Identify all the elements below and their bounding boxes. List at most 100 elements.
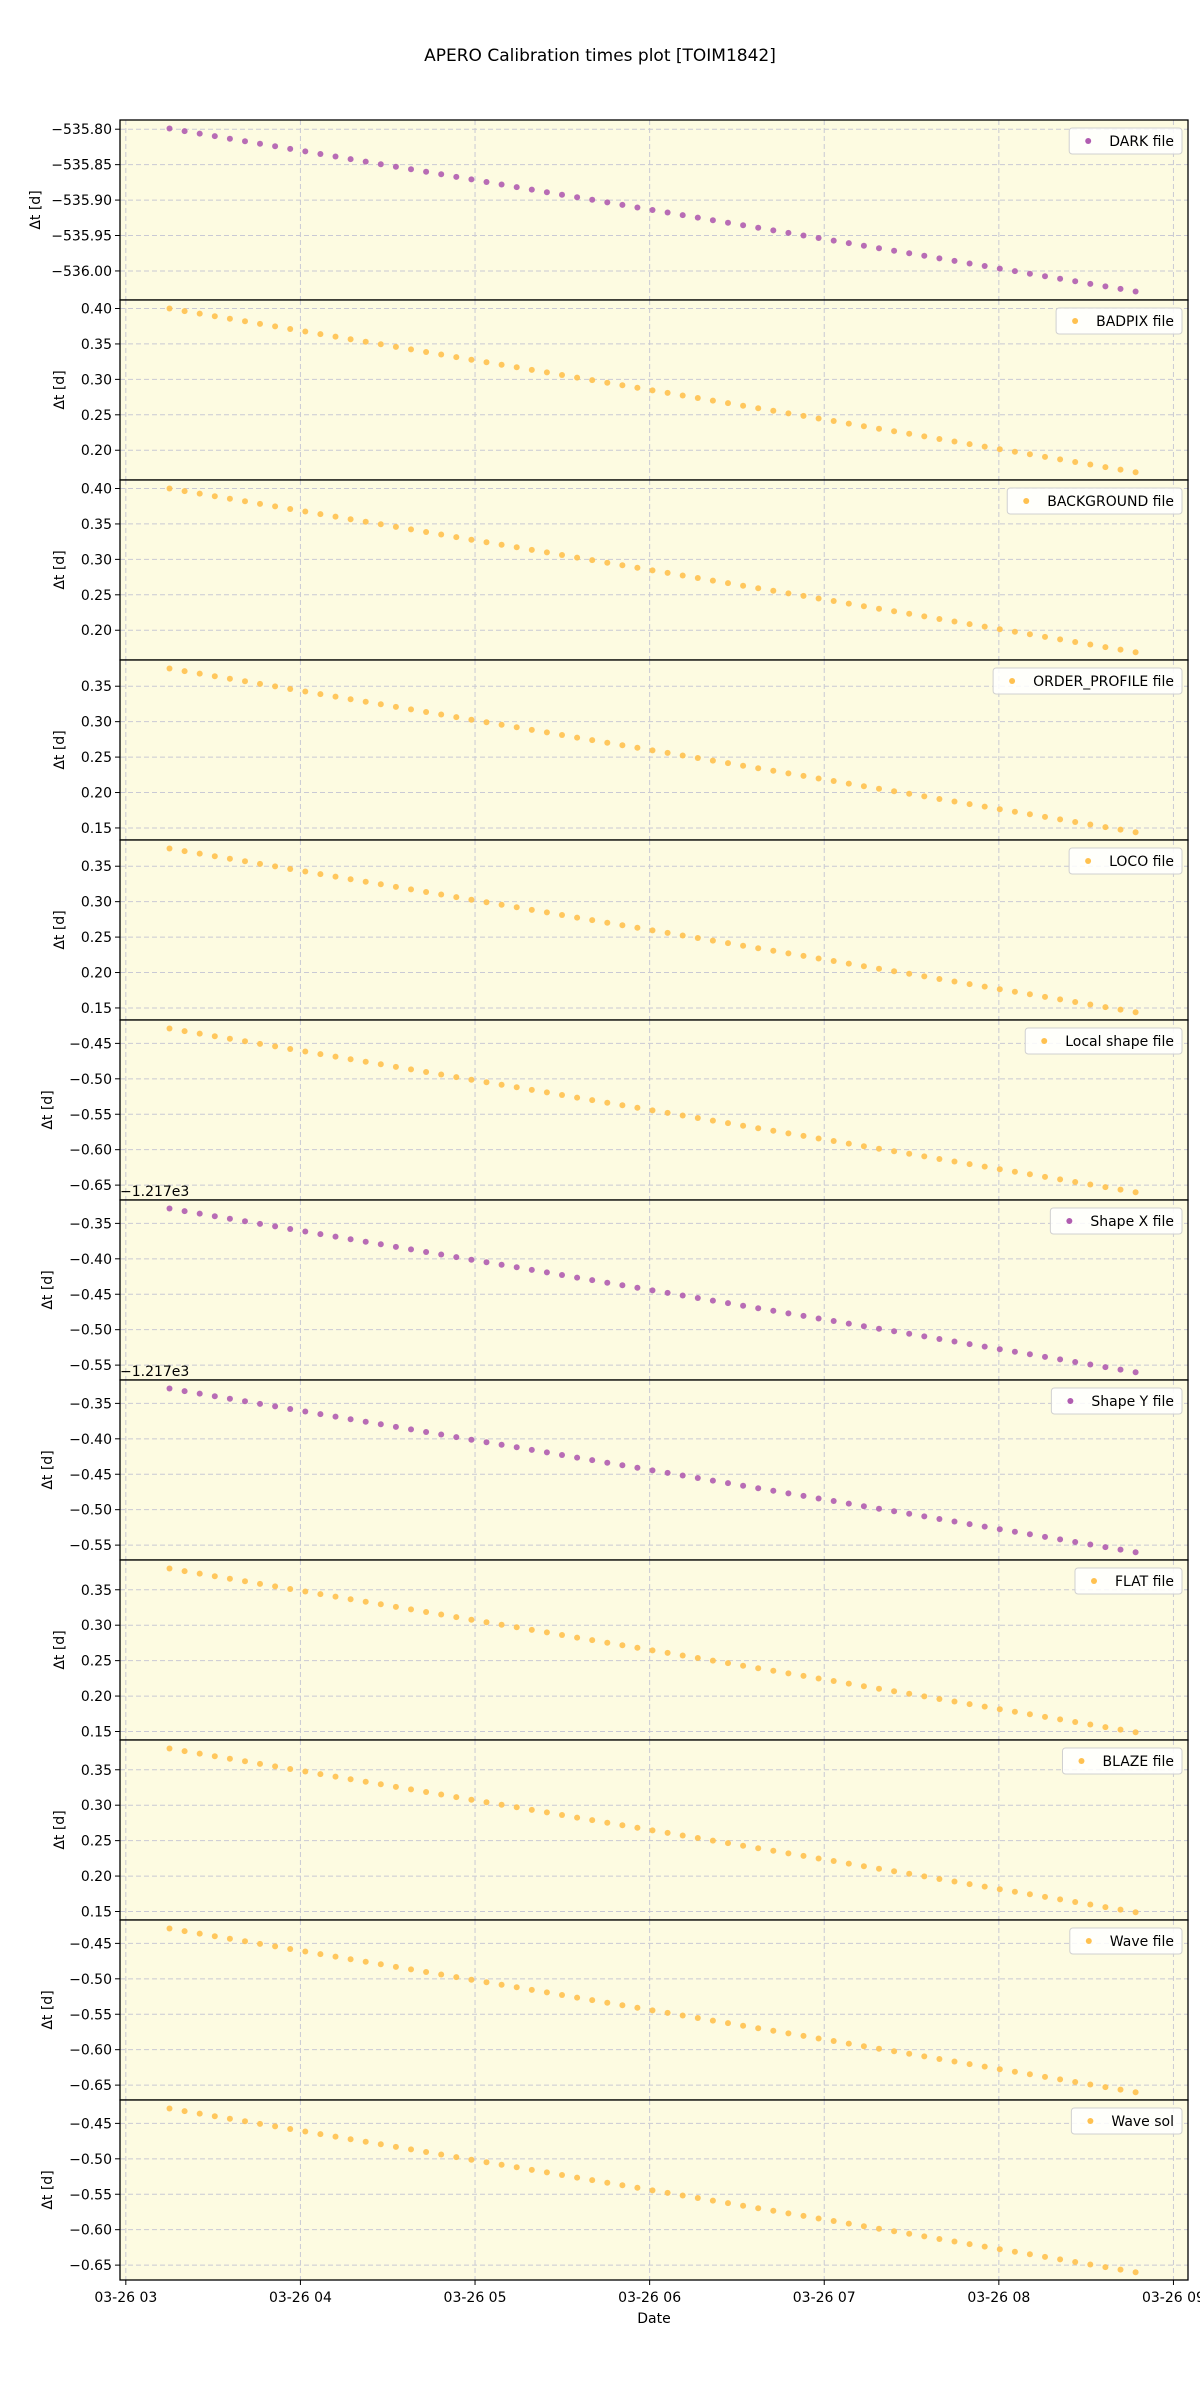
data-point bbox=[1132, 1549, 1139, 1556]
data-point bbox=[362, 1418, 369, 1425]
data-point bbox=[1042, 813, 1048, 820]
data-point bbox=[921, 1513, 928, 1520]
data-point bbox=[589, 1817, 596, 1824]
legend-box bbox=[1024, 1027, 1183, 1055]
data-point bbox=[860, 1863, 867, 1870]
data-point bbox=[1057, 1356, 1064, 1363]
data-point bbox=[196, 130, 203, 137]
y-tick-label: 0.20 bbox=[81, 966, 112, 982]
data-point bbox=[317, 1591, 324, 1598]
data-point bbox=[664, 1649, 671, 1656]
y-tick-label: −0.50 bbox=[69, 1972, 112, 1988]
data-point bbox=[830, 418, 837, 424]
data-point bbox=[815, 595, 822, 602]
data-point bbox=[981, 803, 988, 810]
data-point bbox=[574, 914, 581, 921]
data-point bbox=[891, 428, 898, 435]
data-point bbox=[1087, 461, 1094, 468]
data-point bbox=[211, 1033, 218, 1040]
data-point bbox=[770, 1667, 777, 1674]
data-point bbox=[891, 247, 898, 254]
data-point bbox=[1132, 1729, 1139, 1736]
data-point bbox=[619, 382, 626, 389]
data-point bbox=[392, 1243, 399, 1250]
data-point bbox=[694, 575, 701, 581]
data-point bbox=[272, 323, 279, 330]
data-point bbox=[1026, 991, 1033, 998]
data-point bbox=[196, 850, 203, 857]
data-point bbox=[649, 567, 656, 574]
data-point bbox=[649, 747, 656, 754]
data-point bbox=[694, 935, 701, 941]
data-point bbox=[483, 1079, 490, 1086]
data-point bbox=[1102, 2084, 1109, 2091]
data-point bbox=[860, 1323, 867, 1330]
data-point bbox=[257, 860, 263, 867]
data-point bbox=[287, 1946, 294, 1952]
data-point bbox=[996, 1166, 1003, 1173]
data-point bbox=[483, 719, 490, 726]
legend: FLAT file bbox=[1074, 1567, 1183, 1595]
data-point bbox=[347, 156, 354, 163]
data-point bbox=[1011, 988, 1018, 995]
data-point bbox=[815, 2215, 822, 2222]
data-point bbox=[845, 780, 852, 787]
data-point bbox=[166, 845, 173, 852]
data-point bbox=[740, 402, 747, 409]
data-point bbox=[1072, 819, 1079, 825]
data-point bbox=[332, 693, 339, 700]
data-point bbox=[755, 2205, 762, 2212]
data-point bbox=[438, 2151, 445, 2158]
data-point bbox=[740, 222, 747, 229]
data-point bbox=[181, 848, 188, 855]
legend: LOCO file bbox=[1068, 847, 1183, 875]
data-point bbox=[664, 929, 671, 936]
data-point bbox=[483, 2159, 490, 2166]
data-point bbox=[196, 1030, 203, 1037]
legend-marker bbox=[1085, 138, 1092, 144]
data-point bbox=[951, 1158, 958, 1165]
data-point bbox=[966, 441, 973, 448]
data-point bbox=[226, 1035, 233, 1042]
data-point bbox=[1117, 2266, 1124, 2273]
data-point bbox=[694, 1295, 701, 1301]
data-point bbox=[453, 1794, 460, 1801]
data-point bbox=[1011, 2068, 1018, 2075]
data-point bbox=[347, 876, 354, 883]
data-point bbox=[181, 1928, 188, 1935]
data-point bbox=[302, 2128, 309, 2135]
y-tick-label: −0.55 bbox=[69, 1107, 112, 1123]
data-point bbox=[725, 1300, 731, 1307]
data-point bbox=[845, 2040, 852, 2047]
y-tick-label: −0.45 bbox=[69, 1936, 112, 1952]
data-point bbox=[302, 508, 309, 515]
data-point bbox=[800, 232, 807, 239]
y-tick-label: −535.95 bbox=[51, 229, 112, 245]
data-point bbox=[921, 2053, 928, 2060]
data-point bbox=[272, 683, 279, 690]
data-point bbox=[830, 598, 837, 604]
legend: BLAZE file bbox=[1061, 1747, 1183, 1775]
data-point bbox=[377, 1061, 384, 1068]
data-point bbox=[317, 1771, 324, 1778]
data-point bbox=[936, 436, 943, 442]
data-point bbox=[996, 1526, 1003, 1533]
data-point bbox=[785, 1670, 792, 1677]
data-point bbox=[1026, 1711, 1033, 1718]
data-point bbox=[332, 1593, 339, 1600]
data-point bbox=[272, 1223, 279, 1230]
data-point bbox=[800, 1312, 807, 1319]
data-point bbox=[664, 1109, 671, 1116]
data-point bbox=[408, 526, 414, 533]
y-axis-label: Δt [d] bbox=[52, 370, 68, 409]
data-point bbox=[649, 2187, 656, 2194]
data-point bbox=[1011, 1528, 1018, 1535]
data-point bbox=[242, 1398, 248, 1405]
data-point bbox=[981, 623, 988, 630]
data-point bbox=[966, 621, 973, 628]
data-point bbox=[936, 2236, 943, 2242]
data-point bbox=[181, 1568, 188, 1575]
y-tick-label: −0.45 bbox=[69, 1287, 112, 1303]
y-tick-label: 0.30 bbox=[81, 552, 112, 568]
